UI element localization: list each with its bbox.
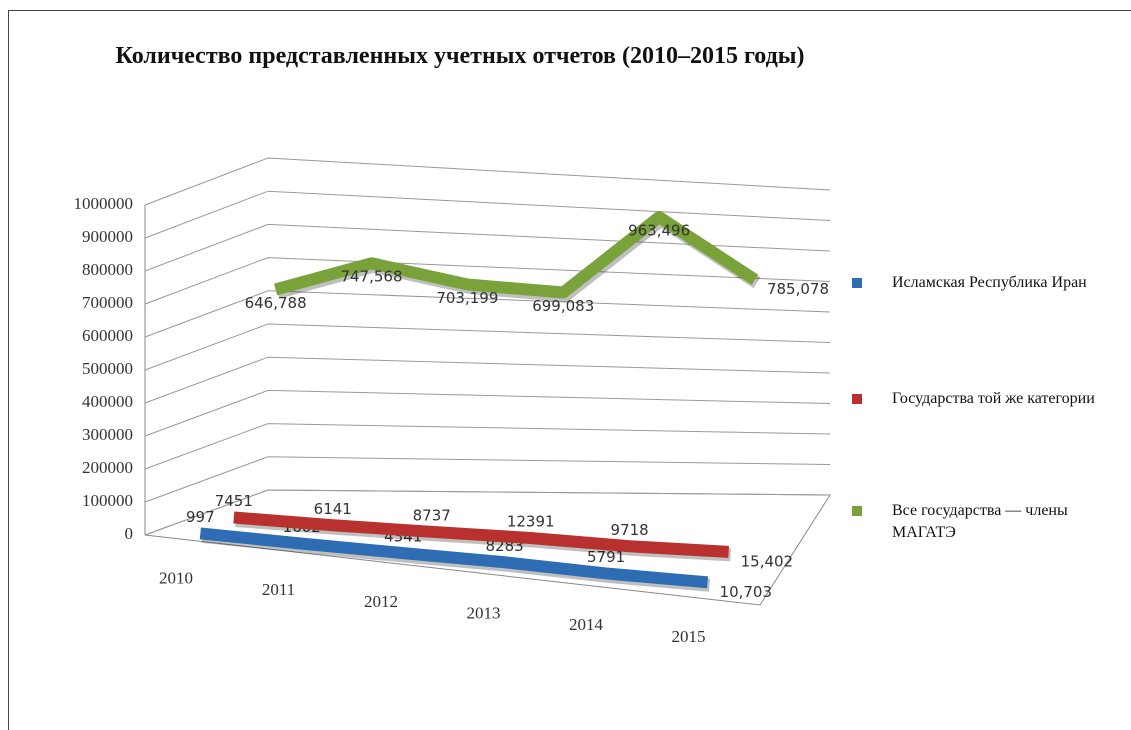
data-label: 10,703 [720, 583, 773, 601]
grid-line [144, 157, 831, 206]
data-label: 15,402 [741, 552, 794, 570]
legend-label: Государства той же категории [892, 390, 1095, 407]
data-label: 699,083 [532, 297, 594, 315]
series-line [274, 211, 759, 299]
legend-label: Исламская Республика Иран [892, 274, 1087, 291]
legend-label: Все государства — члены МАГАТЭ [892, 502, 1068, 541]
data-label: 747,568 [340, 268, 402, 286]
y-tick-label: 100000 [82, 491, 133, 510]
legend-item: Все государства — члены МАГАТЭ [852, 500, 1122, 544]
legend-swatch [852, 506, 862, 516]
grid-line [144, 456, 831, 503]
y-tick-label: 800000 [82, 260, 133, 279]
data-label: 12391 [507, 513, 555, 531]
y-tick-label: 300000 [82, 425, 133, 444]
data-label: 646,788 [245, 294, 307, 312]
data-label: 963,496 [628, 222, 690, 240]
data-label: 9718 [611, 521, 649, 539]
legend-item: Исламская Республика Иран [852, 272, 1122, 294]
data-label: 997 [186, 508, 215, 526]
x-tick-label: 2013 [467, 604, 501, 623]
grid-line [144, 356, 831, 404]
legend-item: Государства той же категории [852, 388, 1122, 410]
x-tick-label: 2015 [672, 627, 706, 646]
series-line [199, 527, 709, 589]
grid-line [144, 489, 831, 536]
grid-line [144, 389, 831, 437]
y-tick-label: 1000000 [74, 194, 134, 213]
x-tick-label: 2014 [569, 615, 604, 634]
frame [8, 10, 1131, 730]
grid-line [144, 423, 831, 470]
data-label: 8737 [413, 506, 451, 524]
grid-line [144, 190, 831, 239]
data-label: 5791 [587, 548, 625, 566]
grid-line [144, 257, 831, 305]
x-tick-label: 2011 [262, 580, 295, 599]
grid-line [144, 323, 831, 371]
grid-line [144, 290, 831, 338]
legend-swatch [852, 278, 862, 288]
data-label: 703,199 [436, 289, 498, 307]
data-label: 785,078 [767, 280, 829, 298]
chart-title: Количество представленных учетных отчето… [115, 43, 805, 69]
y-tick-label: 400000 [82, 392, 133, 411]
series-line [233, 511, 729, 558]
y-tick-label: 200000 [82, 458, 133, 477]
y-tick-label: 0 [125, 524, 134, 543]
y-tick-label: 700000 [82, 293, 133, 312]
data-label: 7451 [215, 492, 253, 510]
grid-line [144, 223, 831, 272]
y-tick-label: 600000 [82, 326, 133, 345]
y-tick-label: 500000 [82, 359, 133, 378]
x-tick-label: 2010 [159, 569, 193, 588]
x-tick-label: 2012 [364, 592, 398, 611]
y-tick-label: 900000 [82, 227, 133, 246]
data-label: 6141 [314, 500, 352, 518]
legend-swatch [852, 394, 862, 404]
